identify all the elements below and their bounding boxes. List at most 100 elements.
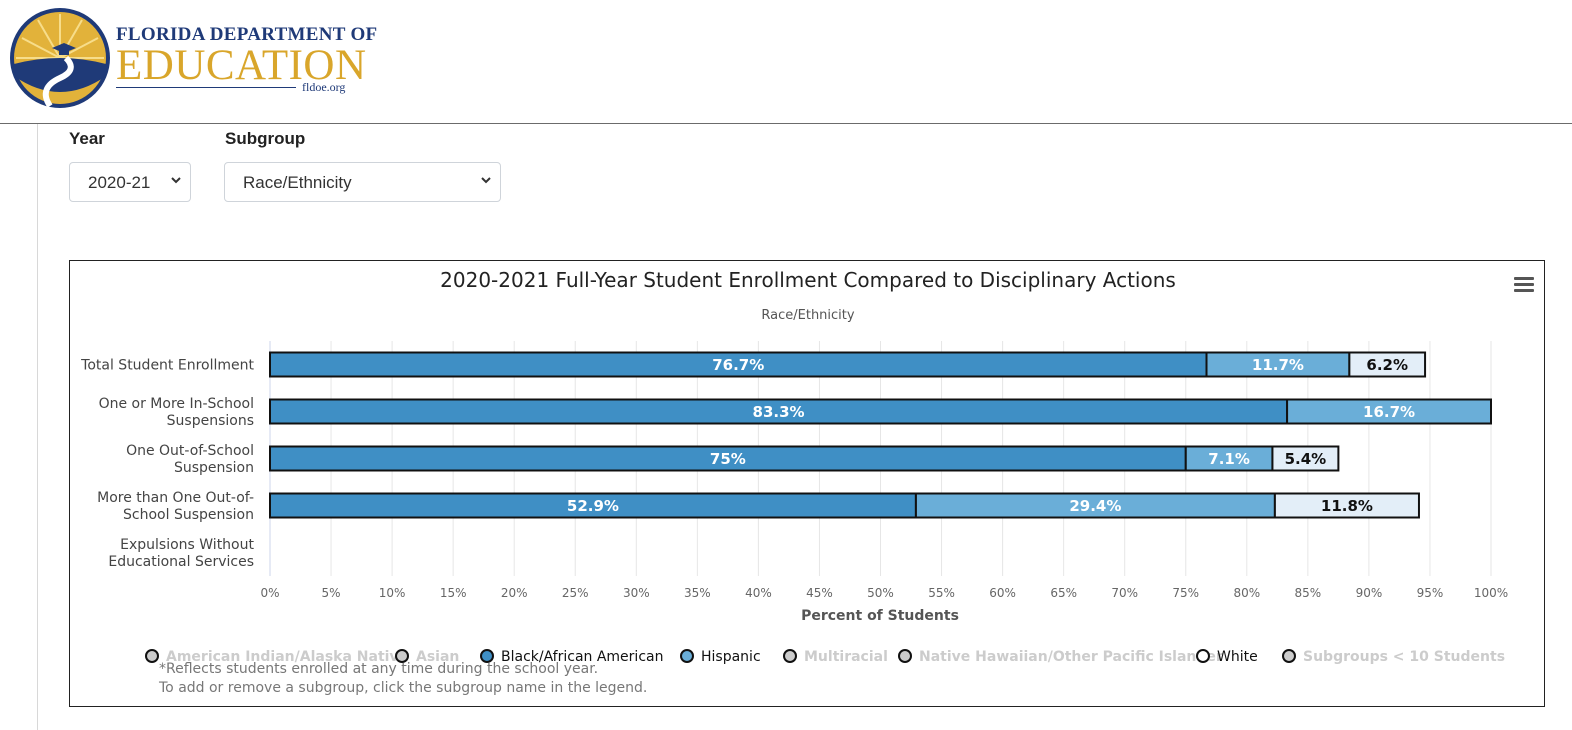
data-label: 52.9% <box>567 497 619 515</box>
legend-item[interactable]: Hispanic <box>680 649 761 665</box>
category-label-line: Educational Services <box>108 554 254 570</box>
legend-marker-icon[interactable] <box>480 649 494 663</box>
x-tick-label: 15% <box>440 586 467 600</box>
logo-line1: FLORIDA DEPARTMENT OF <box>116 24 378 45</box>
legend-item[interactable]: Subgroups < 10 Students <box>1282 649 1505 665</box>
x-tick-label: 10% <box>379 586 406 600</box>
legend-marker-icon[interactable] <box>783 649 797 663</box>
legend-label[interactable]: American Indian/Alaska Native <box>166 649 408 665</box>
chart-subtitle: Race/Ethnicity <box>761 308 854 323</box>
legend-label[interactable]: Black/African American <box>501 649 663 665</box>
x-tick-label: 20% <box>501 586 528 600</box>
year-label: Year <box>69 129 105 148</box>
x-tick-label: 25% <box>562 586 589 600</box>
logo-url: fldoe.org <box>302 80 346 94</box>
subgroup-label: Subgroup <box>225 129 306 148</box>
bar-segment[interactable] <box>1271 445 1340 472</box>
chart-container <box>69 260 1545 707</box>
logo-wordmark[interactable]: FLORIDA DEPARTMENT OF EDUCATION fldoe.or… <box>116 24 378 94</box>
data-label: 11.8% <box>1321 497 1373 515</box>
logo-url-row: fldoe.org <box>116 80 360 94</box>
bar-segment[interactable] <box>1205 351 1351 378</box>
data-label: 6.2% <box>1366 356 1408 374</box>
category-label-line: Suspension <box>174 460 254 476</box>
year-select[interactable]: 2020-21 <box>69 162 191 202</box>
legend-item[interactable]: Multiracial <box>783 649 888 665</box>
x-tick-label: 45% <box>806 586 833 600</box>
bar-segment[interactable] <box>269 398 1289 425</box>
data-label: 83.3% <box>753 403 805 421</box>
category-label-line: One or More In-School <box>99 396 254 412</box>
category-labels: Total Student Enrollment One or More In-S… <box>80 358 254 571</box>
x-tick-label: 95% <box>1417 586 1444 600</box>
site-header: FLORIDA DEPARTMENT OF EDUCATION fldoe.or… <box>0 0 1572 124</box>
content-left-border <box>37 124 38 730</box>
data-label: 7.1% <box>1208 450 1250 468</box>
bar-segment[interactable] <box>1286 398 1493 425</box>
category-label-line: Expulsions Without <box>120 537 254 553</box>
x-tick-label: 50% <box>867 586 894 600</box>
fldoe-logo-icon[interactable] <box>8 6 112 110</box>
legend-item[interactable]: American Indian/Alaska Native <box>145 649 408 665</box>
x-tick-label: 100% <box>1474 586 1508 600</box>
chevron-down-icon <box>478 172 494 188</box>
chart-title: 2020-2021 Full-Year Student Enrollment C… <box>440 268 1176 292</box>
legend-label[interactable]: Hispanic <box>701 649 761 665</box>
legend-marker-icon[interactable] <box>395 649 409 663</box>
bar-segment[interactable] <box>269 445 1187 472</box>
category-label: More than One Out-of-School Suspension <box>97 490 254 523</box>
subgroup-select[interactable]: Race/Ethnicity <box>224 162 501 202</box>
x-tick-label: 0% <box>260 586 279 600</box>
data-label: 75% <box>710 450 746 468</box>
x-tick-label: 55% <box>928 586 955 600</box>
legend-item[interactable]: White <box>1196 649 1258 665</box>
legend-label[interactable]: Asian <box>416 649 459 665</box>
footnote-enrollment: *Reflects students enrolled at any time … <box>159 661 599 677</box>
category-label: Total Student Enrollment <box>80 358 254 374</box>
x-tick-label: 70% <box>1111 586 1138 600</box>
legend-label[interactable]: Subgroups < 10 Students <box>1303 649 1505 665</box>
legend-item[interactable]: Asian <box>395 649 459 665</box>
data-label: 29.4% <box>1069 497 1121 515</box>
bar-segment[interactable] <box>1184 445 1274 472</box>
bar-segment[interactable] <box>914 492 1276 519</box>
category-label-line: Suspensions <box>167 413 254 429</box>
category-label-line: More than One Out-of- <box>97 490 254 506</box>
x-tick-label: 35% <box>684 586 711 600</box>
data-label: 76.7% <box>712 356 764 374</box>
legend: American Indian/Alaska Native Asian Black/… <box>145 649 1505 665</box>
x-tick-label: 90% <box>1356 586 1383 600</box>
legend-label[interactable]: Native Hawaiian/Other Pacific Islander <box>919 649 1223 665</box>
x-tick-labels: 0% 5% 10% 15% 20% 25% 30% 35% 40% 45% 50% 55% 60% 65%… <box>260 586 1508 600</box>
legend-marker-icon[interactable] <box>1282 649 1296 663</box>
x-tick-label: 5% <box>322 586 341 600</box>
x-tick-label: 30% <box>623 586 650 600</box>
data-label: 11.7% <box>1252 356 1304 374</box>
x-tick-label: 60% <box>989 586 1016 600</box>
legend-item[interactable]: Native Hawaiian/Other Pacific Islander <box>898 649 1223 665</box>
x-tick-label: 80% <box>1233 586 1260 600</box>
subgroup-select-value: Race/Ethnicity <box>243 173 352 192</box>
legend-marker-icon[interactable] <box>1196 649 1210 663</box>
chevron-down-icon <box>168 172 184 188</box>
footnote-legend-help: To add or remove a subgroup, click the s… <box>159 680 648 696</box>
legend-item[interactable]: Black/African American <box>480 649 663 665</box>
category-label: One or More In-School Suspensions <box>99 396 254 429</box>
x-tick-label: 40% <box>745 586 772 600</box>
logo-line2: EDUCATION <box>116 42 367 89</box>
x-tick-label: 65% <box>1050 586 1077 600</box>
category-label-line: Total Student Enrollment <box>80 358 254 374</box>
legend-marker-icon[interactable] <box>898 649 912 663</box>
data-label: 16.7% <box>1363 403 1415 421</box>
menu-icon[interactable] <box>1514 277 1534 293</box>
legend-label[interactable]: Multiracial <box>804 649 888 665</box>
bar-segment[interactable] <box>1273 492 1420 519</box>
data-label: 5.4% <box>1285 450 1327 468</box>
legend-marker-icon[interactable] <box>145 649 159 663</box>
legend-label[interactable]: White <box>1217 649 1258 665</box>
legend-marker-icon[interactable] <box>680 649 694 663</box>
x-tick-label: 85% <box>1295 586 1322 600</box>
bar-segment[interactable] <box>1348 351 1427 378</box>
bar-segment[interactable] <box>269 351 1208 378</box>
